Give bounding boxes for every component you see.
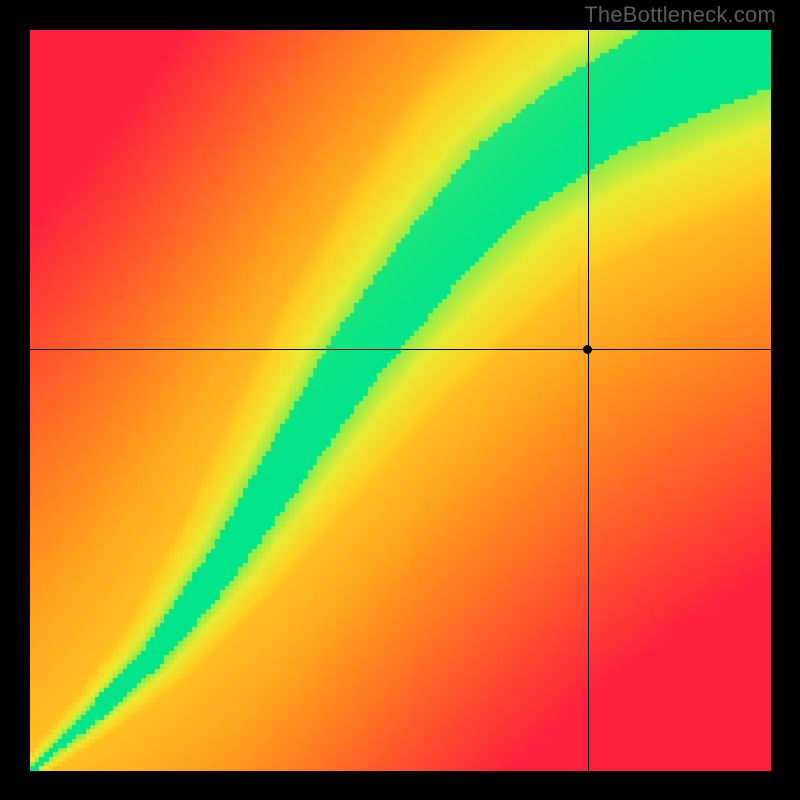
crosshair-horizontal-line	[30, 349, 771, 350]
attribution-watermark: TheBottleneck.com	[584, 2, 776, 28]
bottleneck-heatmap-canvas	[30, 30, 771, 771]
crosshair-vertical-line	[588, 30, 589, 771]
chart-root: TheBottleneck.com	[0, 0, 800, 800]
